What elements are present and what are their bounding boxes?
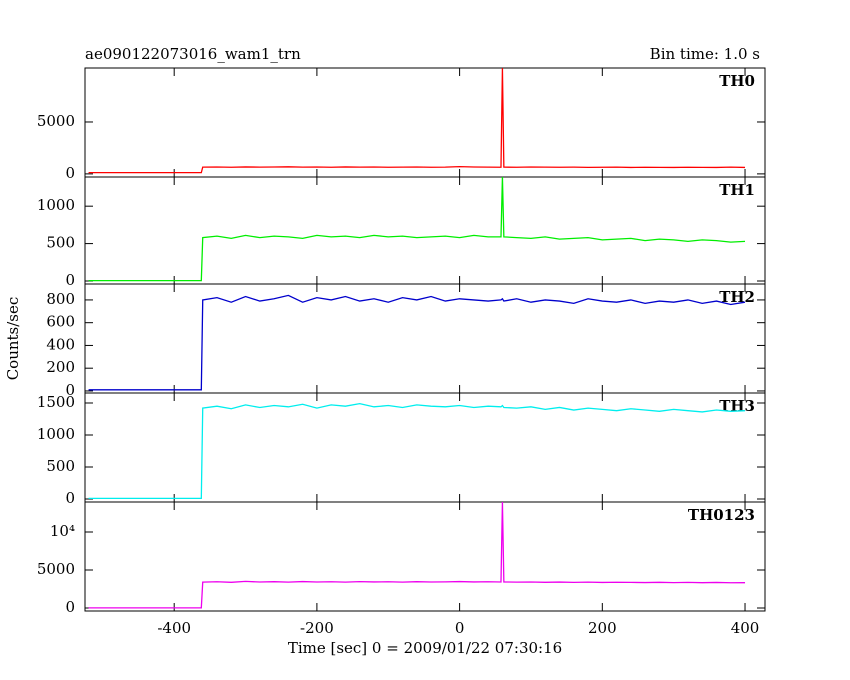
data-line (88, 68, 746, 174)
y-tick-label: 5000 (37, 560, 75, 578)
panel-label: TH3 (719, 397, 755, 415)
x-tick-label: 0 (455, 619, 465, 637)
y-tick-label: 0 (65, 489, 75, 507)
subtitle: Bin time: 1.0 s (650, 45, 760, 63)
data-line (88, 294, 746, 391)
y-tick-label: 0 (65, 381, 75, 399)
y-tick-label: 1000 (37, 425, 75, 443)
panel-label: TH0123 (688, 506, 755, 524)
x-tick-label: -200 (300, 619, 334, 637)
data-line (88, 402, 746, 499)
y-tick-label: 600 (46, 313, 75, 331)
y-tick-label: 500 (46, 234, 75, 252)
data-line (88, 502, 746, 609)
y-tick-label: 400 (46, 335, 75, 353)
panel-label: TH0 (719, 72, 755, 90)
chart-title: ae090122073016_wam1_trn (85, 45, 301, 63)
x-tick-label: 200 (588, 619, 617, 637)
y-axis-label: Counts/sec (4, 297, 22, 381)
data-line (88, 176, 746, 282)
panel-frame (84, 392, 766, 503)
y-tick-label: 0 (65, 271, 75, 289)
y-tick-label: 5000 (37, 112, 75, 130)
panel-frame (84, 283, 766, 394)
y-tick-label: 0 (65, 598, 75, 616)
panel-frame (84, 67, 766, 178)
panel-label: TH1 (719, 181, 755, 199)
y-tick-label: 1000 (37, 196, 75, 214)
y-tick-label: 500 (46, 457, 75, 475)
y-tick-label: 0 (65, 164, 75, 182)
x-axis-label: Time [sec] 0 = 2009/01/22 07:30:16 (288, 639, 562, 657)
panel-label: TH2 (719, 288, 755, 306)
y-tick-label: 10⁴ (50, 522, 75, 540)
y-tick-label: 1500 (37, 393, 75, 411)
y-tick-label: 200 (46, 358, 75, 376)
x-tick-label: 400 (731, 619, 760, 637)
panel-frame (84, 501, 766, 612)
y-tick-label: 800 (46, 290, 75, 308)
panel-frame (84, 176, 766, 285)
x-tick-label: -400 (157, 619, 191, 637)
